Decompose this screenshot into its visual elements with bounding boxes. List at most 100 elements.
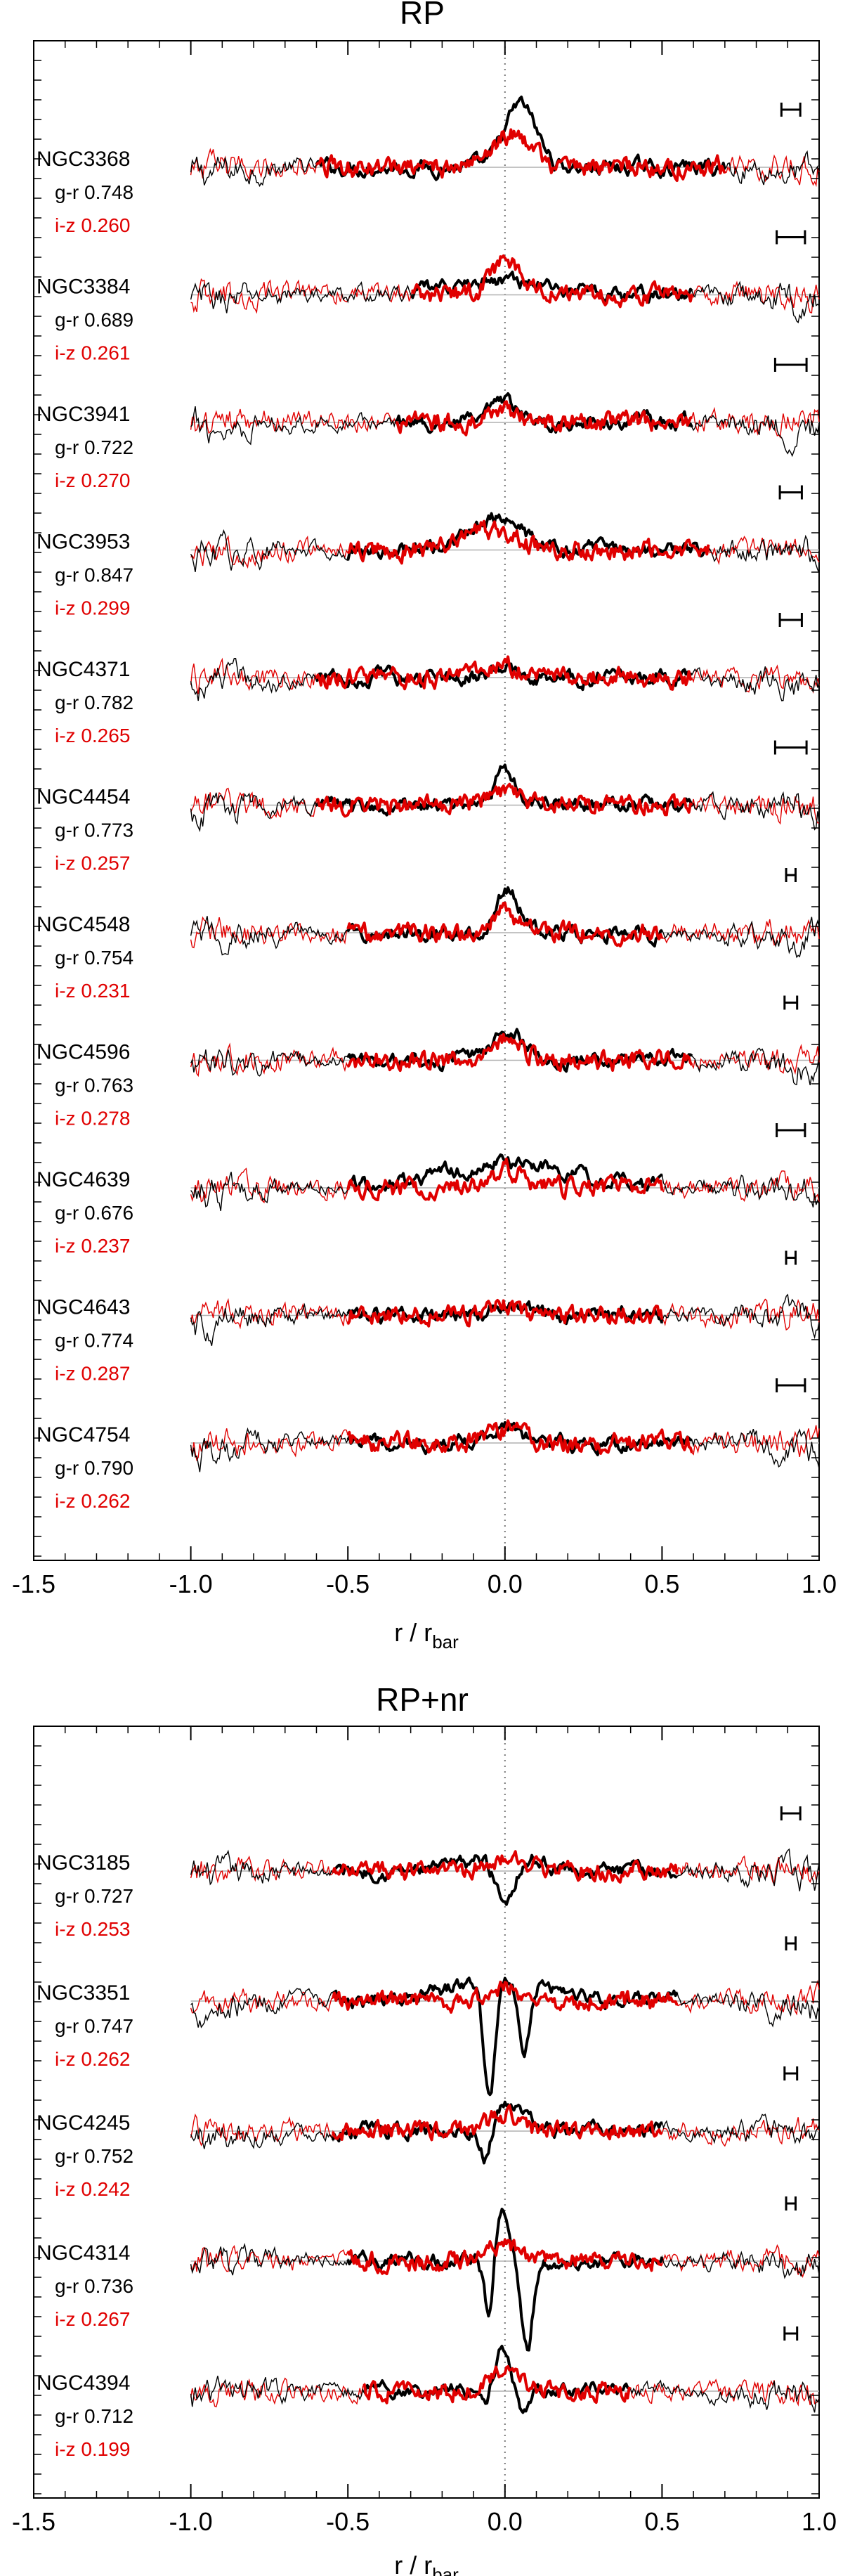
gr-color-value: g-r 0.773	[55, 820, 133, 841]
error-bar	[778, 613, 803, 627]
x-tick-label: -0.5	[326, 1569, 370, 1598]
iz-color-value: i-z 0.199	[55, 2438, 130, 2460]
x-axis-label: r / rbar	[394, 1618, 459, 1652]
galaxy-ngc3351	[190, 1936, 820, 2097]
gr-color-value: g-r 0.676	[55, 1202, 133, 1224]
galaxy-name: NGC4371	[37, 658, 130, 681]
error-bar	[780, 103, 802, 117]
galaxy-name: NGC3384	[37, 276, 130, 299]
iz-profile-thick	[315, 655, 693, 691]
iz-profile-thick	[411, 254, 693, 309]
error-bar	[780, 1806, 802, 1820]
iz-color-value: i-z 0.257	[55, 853, 130, 874]
gr-color-value: g-r 0.763	[55, 1075, 133, 1096]
gr-color-value: g-r 0.747	[55, 2015, 133, 2037]
gr-color-value: g-r 0.712	[55, 2405, 133, 2427]
error-bar	[785, 2196, 797, 2211]
error-bar	[773, 358, 808, 372]
galaxy-ngc3953	[190, 485, 820, 574]
panel-rp-nr: RP+nr NGC3185 g-r 0.727 i-z 0.253 NGC3351 g-…	[12, 1681, 837, 2576]
galaxy-ngc4639	[190, 1123, 820, 1212]
galaxy-name: NGC3941	[37, 403, 130, 426]
x-tick-label: -1.0	[169, 2507, 213, 2536]
x-axis-label: r / rbar	[394, 2551, 459, 2576]
galaxy-ngc3185	[190, 1806, 820, 1906]
error-bar	[773, 740, 808, 755]
iz-profile-thick	[346, 2238, 663, 2275]
x-tick-label: -0.5	[326, 2507, 370, 2536]
iz-color-value: i-z 0.253	[55, 1918, 130, 1940]
x-tick-label: 1.0	[802, 2507, 837, 2536]
iz-profile-thick	[346, 1157, 664, 1202]
error-bar	[785, 1936, 797, 1950]
iz-color-value: i-z 0.287	[55, 1363, 130, 1385]
iz-color-value: i-z 0.242	[55, 2178, 130, 2200]
galaxy-ngc3368	[190, 96, 820, 188]
error-bar	[776, 1378, 806, 1392]
gr-color-value: g-r 0.748	[55, 181, 133, 203]
galaxy-ngc3941	[190, 358, 820, 458]
galaxy-ngc4454	[190, 740, 820, 833]
iz-color-value: i-z 0.278	[55, 1108, 130, 1130]
galaxy-name: NGC4394	[37, 2371, 130, 2395]
x-tick-label: 0.0	[488, 1569, 523, 1598]
iz-profile-thick	[315, 782, 693, 818]
iz-profile-thick	[346, 1299, 664, 1328]
galaxy-ngc4596	[190, 995, 820, 1086]
galaxy-name: NGC4245	[37, 2111, 130, 2135]
gr-color-value: g-r 0.736	[55, 2275, 133, 2297]
iz-profile-thick	[332, 1850, 679, 1884]
iz-profile-thick	[362, 2365, 632, 2405]
error-bar	[778, 485, 803, 500]
galaxy-name: NGC3351	[37, 1981, 130, 2005]
plot-frame	[33, 40, 820, 1561]
galaxy-ngc4754	[190, 1378, 820, 1473]
gr-color-value: g-r 0.782	[55, 692, 133, 713]
panel-title: RP	[400, 0, 445, 31]
iz-color-value: i-z 0.270	[55, 470, 130, 491]
iz-color-value: i-z 0.231	[55, 980, 130, 1002]
plot-frame	[33, 1726, 820, 2499]
iz-color-value: i-z 0.261	[55, 342, 130, 364]
error-bar	[785, 1250, 797, 1265]
galaxy-name: NGC4314	[37, 2241, 130, 2265]
galaxy-name: NGC4548	[37, 913, 130, 936]
gr-color-value: g-r 0.752	[55, 2145, 133, 2167]
x-tick-label: -1.5	[12, 1569, 55, 1598]
iz-profile-thick	[315, 128, 726, 182]
galaxy-name: NGC4754	[37, 1423, 130, 1446]
iz-profile-thick	[346, 901, 664, 947]
x-tick-label: 1.0	[802, 1569, 837, 1598]
error-bar	[783, 2066, 799, 2080]
galaxy-ngc4371	[190, 613, 820, 701]
gr-profile-thick	[362, 2345, 632, 2414]
galaxy-ngc4643	[190, 1250, 820, 1346]
gr-color-value: g-r 0.727	[55, 1885, 133, 1907]
x-tick-label: -1.0	[169, 1569, 213, 1598]
galaxy-ngc4245	[190, 2066, 820, 2166]
iz-profile-thick	[346, 1033, 693, 1073]
galaxy-ngc4394	[190, 2326, 820, 2414]
iz-color-value: i-z 0.299	[55, 597, 130, 619]
x-tick-label: 0.5	[644, 1569, 679, 1598]
iz-color-value: i-z 0.262	[55, 2048, 130, 2070]
gr-color-value: g-r 0.689	[55, 309, 133, 331]
galaxy-ngc4314	[190, 2196, 820, 2352]
x-tick-label: 0.5	[644, 2507, 679, 2536]
iz-profile-thick	[346, 1419, 693, 1455]
error-bar	[783, 995, 799, 1010]
iz-profile-thick	[331, 2104, 662, 2142]
galaxy-name: NGC4596	[37, 1041, 130, 1064]
galaxy-ngc4548	[190, 868, 820, 959]
galaxy-name: NGC4639	[37, 1168, 130, 1191]
iz-color-value: i-z 0.262	[55, 1490, 130, 1512]
x-tick-label: -1.5	[12, 2507, 55, 2536]
gr-profile-thick	[315, 763, 693, 817]
panel-rp: RP NGC3368 g-r 0.748 i-z 0.260 NGC3384 g-r 0…	[12, 0, 837, 1652]
gr-profile-thick	[332, 1853, 677, 1906]
gr-color-value: g-r 0.754	[55, 947, 133, 969]
gr-color-value: g-r 0.847	[55, 564, 133, 586]
iz-profile-thick	[331, 1980, 679, 2014]
x-tick-label: 0.0	[488, 2507, 523, 2536]
